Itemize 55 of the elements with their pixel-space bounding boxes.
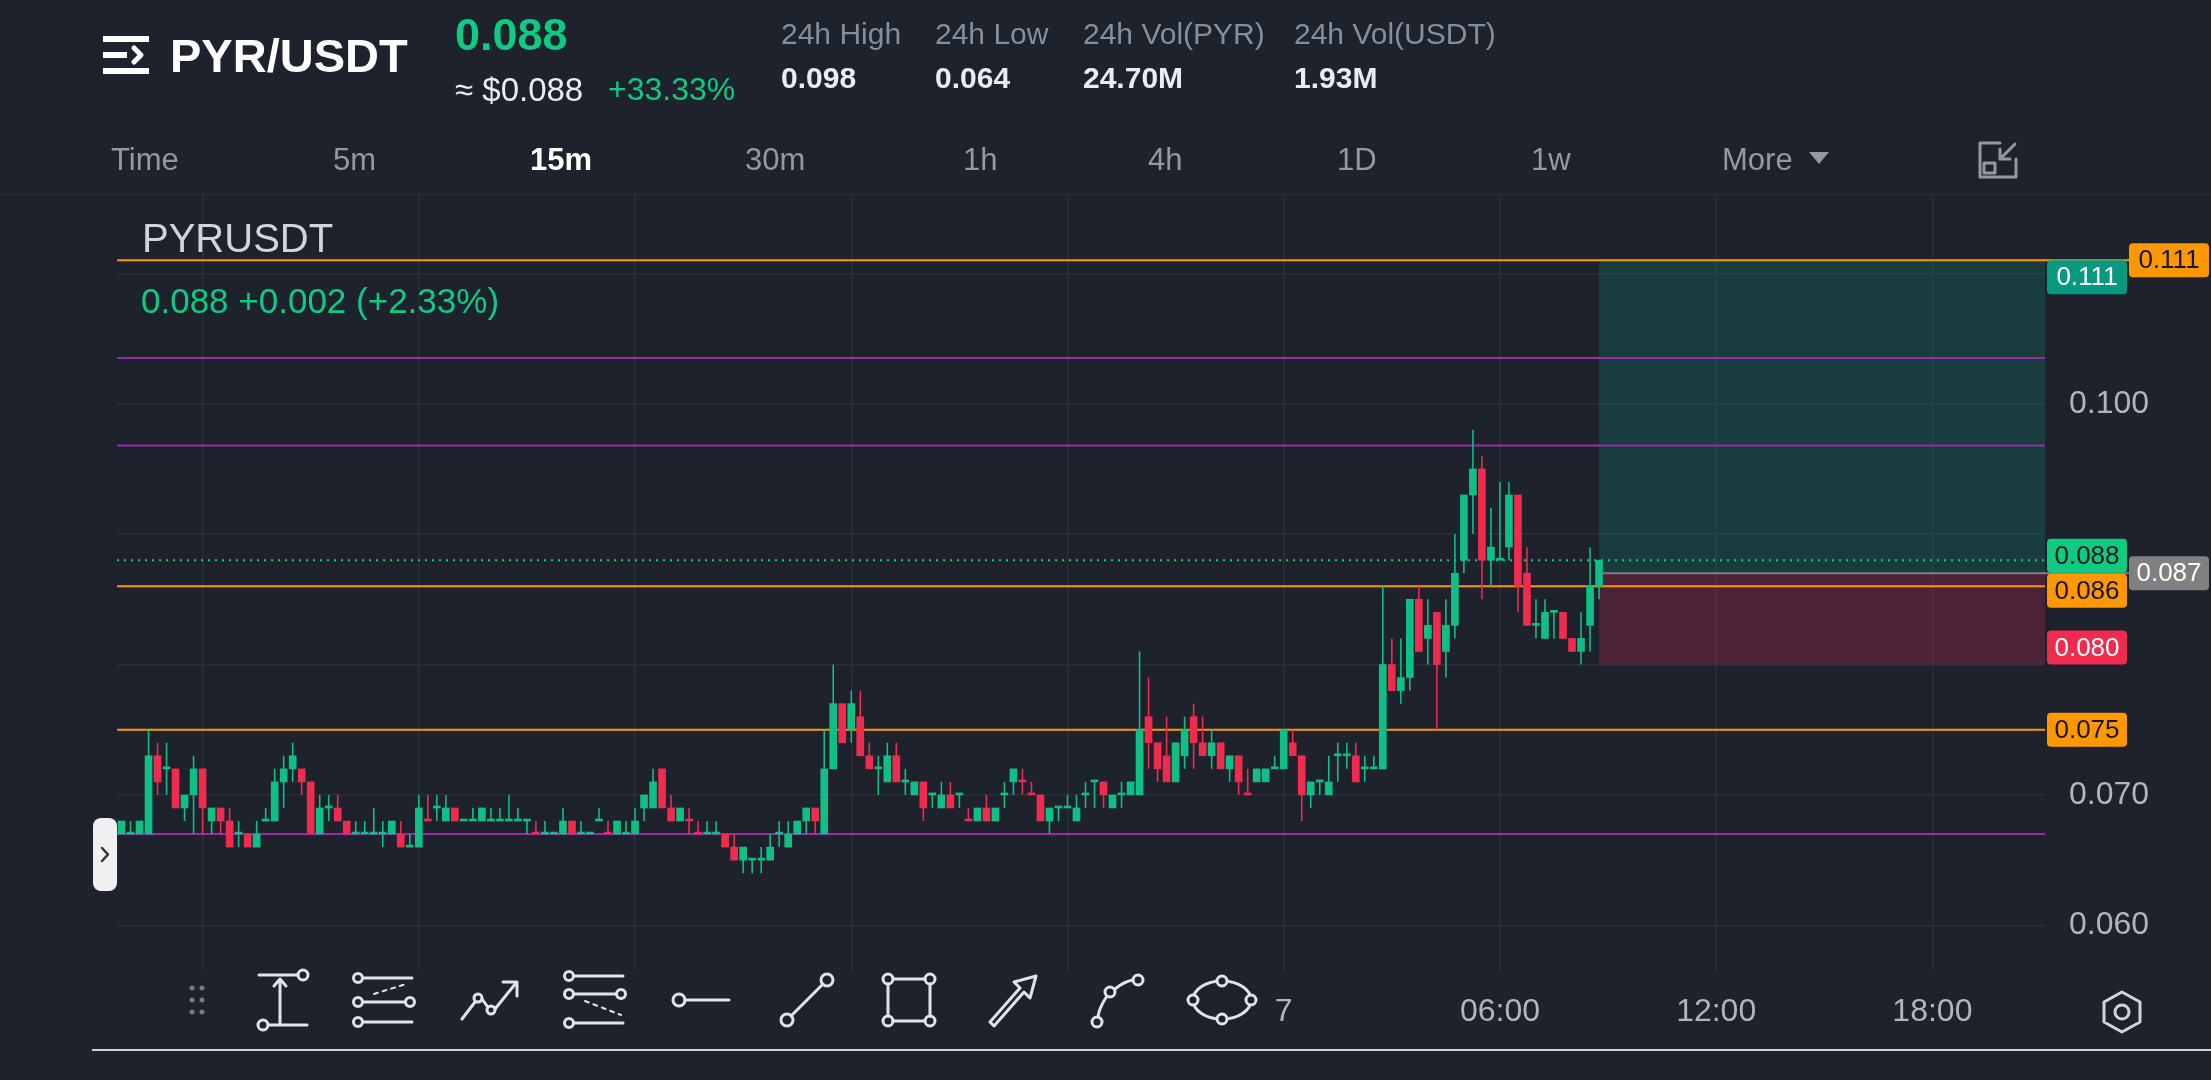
band-label: 0.080	[2054, 631, 2120, 662]
text: More	[1722, 141, 1793, 177]
candlestick	[1198, 715, 1207, 757]
x-tick-label: 7	[1274, 992, 1293, 1029]
text: PYRUSDT	[142, 216, 334, 260]
text: Time	[111, 141, 179, 177]
text: 24h High	[781, 17, 902, 50]
text: 0.088	[455, 8, 568, 60]
text: 24.70M	[1083, 61, 1184, 94]
x-tick-label: 12:00	[1676, 992, 1757, 1029]
x-tick-label: 18:00	[1892, 992, 1973, 1029]
candlestick	[396, 820, 405, 848]
ref-line-label: 0.087	[2136, 557, 2202, 588]
text: 4h	[1148, 141, 1183, 177]
candlestick	[802, 807, 811, 835]
text: 24h Vol(USDT)	[1294, 17, 1496, 50]
text: 15m	[530, 141, 593, 177]
y-tick-label: 0.070	[2069, 774, 2150, 811]
text: 1w	[1531, 141, 1571, 177]
text: 0.098	[781, 61, 857, 94]
candlestick	[1306, 781, 1315, 809]
annotation: 0.088 +0.002 (+2.33%)	[141, 280, 500, 320]
candlestick	[333, 794, 342, 822]
candlestick	[288, 741, 297, 783]
ref-line-label: 0.086	[2054, 574, 2120, 605]
text: 24h Low	[935, 17, 1049, 50]
candlestick	[442, 794, 450, 822]
text: 5m	[333, 141, 377, 177]
x-tick-label: 06:00	[1459, 992, 1540, 1029]
candlestick	[1207, 728, 1216, 770]
candlestick	[667, 794, 675, 822]
text: 0.064	[935, 61, 1011, 94]
ref-line-label: 0.088	[2054, 539, 2120, 570]
candlestick	[1324, 755, 1333, 796]
ref-line-label: 0.075	[2054, 713, 2120, 744]
candlestick	[297, 768, 306, 796]
text: 24h Vol(PYR)	[1083, 17, 1265, 50]
text: 1.93M	[1294, 61, 1378, 94]
text: 1h	[963, 141, 998, 177]
text: 30m	[745, 141, 806, 177]
y-tick-label: 0.060	[2069, 905, 2150, 942]
candlestick	[279, 755, 288, 809]
candlestick	[1424, 598, 1432, 666]
candlestick	[1225, 755, 1234, 783]
ref-line-label: 0.111	[2138, 244, 2200, 275]
candlestick	[784, 820, 793, 848]
band-label: 0.111	[2056, 261, 2118, 292]
y-tick-label: 0.100	[2069, 383, 2150, 420]
candlestick	[730, 833, 738, 861]
chart-title: PYR/USDT	[170, 28, 408, 82]
text: ≈ $0.088	[455, 70, 584, 108]
text: 1D	[1337, 141, 1377, 177]
text: +33.33%	[608, 71, 736, 107]
candlestick	[811, 807, 820, 835]
candlestick	[1577, 611, 1585, 666]
